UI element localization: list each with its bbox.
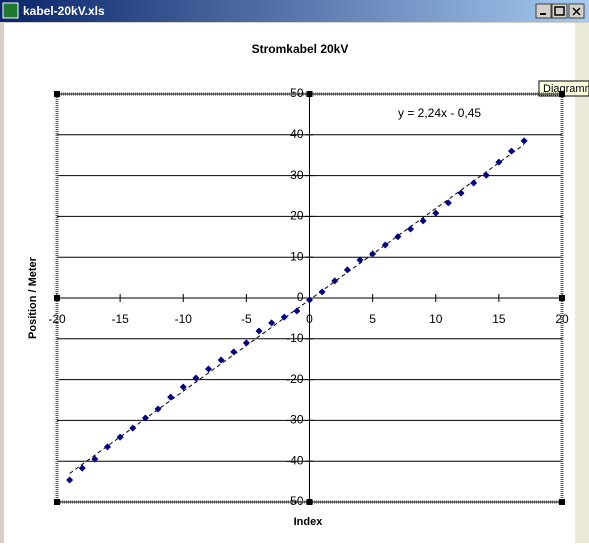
data-point (104, 443, 111, 451)
data-point (419, 217, 427, 225)
selection-handle (559, 295, 565, 301)
y-axis-label: Position / Meter (27, 256, 39, 339)
data-point (508, 147, 515, 155)
data-point (78, 464, 86, 472)
y-tick-label: -20 (286, 372, 304, 386)
data-point (167, 393, 175, 401)
data-point (129, 424, 137, 432)
data-point (179, 383, 187, 391)
data-point (470, 179, 478, 187)
data-point (432, 209, 440, 217)
data-point (205, 365, 212, 373)
close-icon (572, 7, 581, 16)
data-point (217, 356, 225, 364)
data-point (343, 266, 351, 274)
data-point (318, 288, 326, 296)
data-point (280, 313, 288, 321)
y-tick-label: -30 (286, 413, 304, 427)
x-axis-label: Index (294, 516, 324, 528)
data-point (520, 137, 528, 145)
data-point (306, 296, 313, 304)
window-buttons[interactable] (535, 3, 585, 19)
x-tick-label: 10 (429, 312, 443, 326)
data-point (116, 433, 124, 441)
y-tick-label: 50 (290, 86, 304, 100)
data-point (192, 374, 200, 382)
y-tick-label: 10 (290, 249, 304, 263)
y-tick-label: 30 (290, 168, 304, 182)
x-tick-label: -15 (111, 312, 129, 326)
y-tick-label: 20 (290, 209, 304, 223)
selection-handle (559, 499, 565, 505)
x-tick-label: 5 (369, 312, 376, 326)
selection-handle (306, 499, 313, 505)
data-point (66, 476, 74, 484)
x-tick-label: -10 (175, 312, 193, 326)
data-point (495, 158, 503, 166)
x-tick-label: 15 (492, 312, 506, 326)
data-point (444, 199, 452, 207)
y-tick-label: -40 (286, 453, 304, 467)
maximize-icon (554, 6, 565, 16)
data-point (394, 233, 402, 241)
data-point (457, 189, 465, 197)
data-point (381, 241, 389, 249)
data-point (230, 348, 238, 356)
data-point (293, 307, 301, 315)
data-point (141, 414, 149, 422)
x-tick-label: -5 (241, 312, 252, 326)
data-point (407, 225, 414, 233)
data-point (369, 250, 377, 258)
window-title: kabel-20kV.xls (23, 4, 105, 18)
scroll-strip (575, 23, 589, 543)
y-tick-label: -10 (286, 331, 304, 345)
tooltip-text: Diagramm (543, 83, 589, 95)
trendline-label: y = 2,24x - 0,45 (398, 106, 481, 120)
selection-handle (306, 91, 313, 97)
data-point (154, 405, 162, 413)
selection-handle (54, 295, 60, 301)
data-point (91, 455, 99, 463)
data-point (255, 327, 263, 335)
selection-handle (54, 499, 60, 505)
chart-title: Stromkabel 20kV (252, 42, 349, 56)
selection-handle (54, 91, 60, 97)
data-point (356, 256, 364, 264)
y-tick-label: 0 (297, 290, 304, 304)
data-point (242, 339, 250, 347)
selection-handle (559, 91, 565, 97)
data-point (268, 319, 276, 327)
title-bar (0, 0, 589, 22)
y-tick-label: 40 (290, 127, 304, 141)
data-point (482, 171, 490, 179)
minimize-button[interactable] (535, 3, 552, 19)
chart-sheet (4, 23, 575, 543)
app-icon (2, 2, 19, 19)
data-point (331, 277, 339, 285)
